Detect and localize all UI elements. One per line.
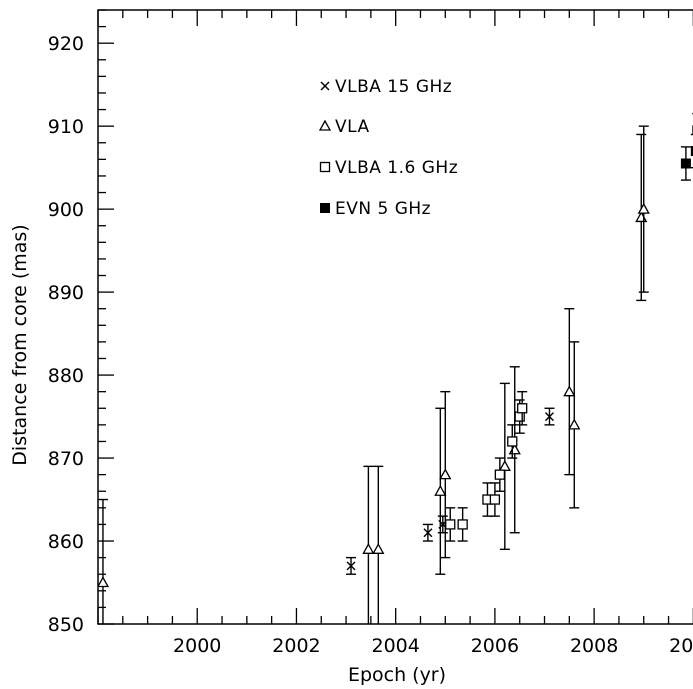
square-filled-marker: [320, 203, 330, 213]
triangle-marker: [318, 119, 332, 131]
data-point: [494, 457, 506, 492]
data-point: [568, 341, 581, 509]
triangle-marker: [439, 468, 452, 480]
square-open-marker: [445, 519, 456, 530]
series-triangle-open: [98, 125, 650, 624]
square-open-marker: [494, 469, 506, 480]
data-point: [422, 523, 433, 542]
y-tick-label: 870: [48, 448, 84, 470]
x-axis-title: Epoch (yr): [348, 664, 446, 686]
data-point: [498, 382, 511, 551]
x-tick-label: 2006: [471, 635, 519, 657]
data-point: [508, 366, 521, 534]
data-point: [98, 498, 110, 624]
data-point: [457, 507, 468, 542]
x-tick-label: 2008: [570, 635, 618, 657]
x-tick-label: 2002: [272, 635, 320, 657]
triangle-marker: [372, 542, 385, 554]
x-tick-label: 2010: [669, 635, 693, 657]
legend-item: VLBA 1.6 GHz: [319, 158, 458, 178]
square-open-marker: [507, 436, 518, 447]
x-tick-label: 2004: [371, 635, 419, 657]
cross-stroke: [346, 561, 356, 571]
series-cross: [346, 407, 555, 575]
data-point: [372, 465, 385, 624]
data-point: [434, 407, 447, 575]
square-open-marker: [517, 403, 528, 414]
data-points: [98, 113, 693, 624]
cross-marker: [544, 412, 554, 422]
data-point: [635, 133, 648, 302]
data-point: [563, 308, 576, 476]
square-open-marker: [457, 519, 468, 530]
data-point: [507, 424, 518, 459]
y-tick-label: 860: [48, 531, 84, 553]
square-open-marker: [319, 161, 331, 173]
x-tick-label: 2000: [173, 635, 221, 657]
y-axis-tick-labels: 850 860 870 880 890 900 910 920: [48, 33, 84, 636]
plot-frame: [97, 9, 693, 625]
triangle-marker: [98, 576, 110, 588]
legend-label: EVN 5 GHz: [335, 199, 431, 219]
y-tick-label: 910: [48, 116, 84, 138]
square-filled-marker: [680, 158, 691, 169]
cross-stroke: [320, 81, 330, 91]
series-square-filled: [680, 113, 693, 181]
triangle-marker: [563, 385, 576, 397]
legend-label: VLBA 15 GHz: [335, 77, 452, 97]
data-point: [445, 507, 456, 542]
legend-item: VLA: [318, 117, 370, 137]
triangle-marker: [637, 202, 650, 214]
data-point: [680, 146, 691, 181]
square-open-marker: [489, 494, 501, 505]
cross-stroke: [423, 528, 433, 538]
cross-marker: [320, 81, 330, 91]
legend-item: VLBA 15 GHz: [320, 77, 452, 97]
legend-label: VLA: [335, 117, 370, 137]
triangle-marker: [568, 418, 581, 430]
y-tick-label: 850: [48, 614, 84, 636]
cross-stroke: [544, 412, 554, 422]
y-tick-label: 880: [48, 365, 84, 387]
y-tick-label: 900: [48, 199, 84, 221]
data-point: [439, 390, 452, 559]
cross-marker: [346, 561, 356, 571]
square-filled-marker: [690, 146, 693, 157]
y-tick-label: 920: [48, 33, 84, 55]
legend: VLBA 15 GHz VLA VLBA 1.6 GHz EVN 5 GHz: [318, 77, 458, 219]
data-point: [489, 482, 501, 517]
legend-label: VLBA 1.6 GHz: [335, 158, 458, 178]
x-axis-tick-labels: 2000 2002 2004 2006 2008 2010: [173, 635, 693, 657]
y-axis-title: Distance from core (mas): [9, 224, 31, 465]
y-axis-ticks: [98, 9, 114, 625]
triangle-marker: [434, 484, 447, 496]
data-point: [544, 407, 555, 426]
legend-item: EVN 5 GHz: [320, 199, 431, 219]
triangle-marker: [362, 542, 375, 554]
triangle-marker: [498, 460, 511, 472]
data-point: [362, 465, 375, 624]
data-point: [637, 125, 650, 293]
data-point: [517, 390, 528, 426]
series-square-open: [445, 390, 528, 542]
x-axis-ticks: [97, 10, 693, 624]
data-point: [346, 556, 357, 575]
cross-marker: [423, 528, 433, 538]
y-tick-label: 890: [48, 282, 84, 304]
